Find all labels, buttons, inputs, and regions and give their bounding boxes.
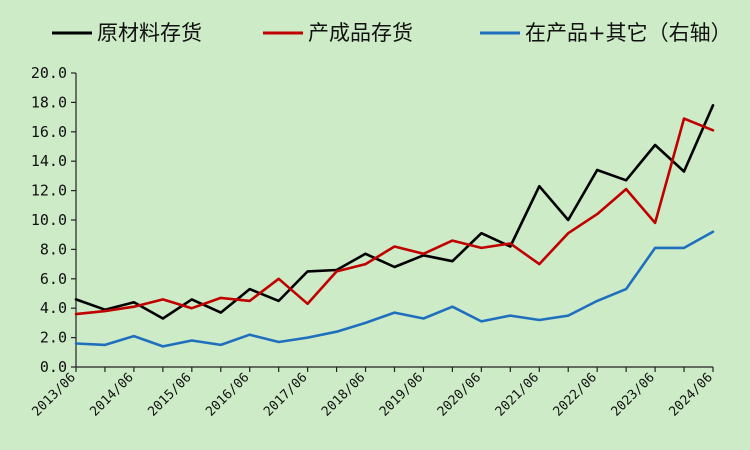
series-line-1 — [74, 104, 715, 320]
y-tick-label: 20.0 — [31, 64, 67, 82]
x-tick-label: 2017/06 — [261, 370, 310, 419]
y-tick-label: 6.0 — [40, 270, 67, 288]
x-tick-label: 2022/06 — [551, 370, 600, 419]
legend-label-1: 原材料存货 — [97, 21, 202, 45]
series-line-3 — [74, 230, 715, 348]
series-layer — [74, 104, 715, 348]
legend: 原材料存货 产成品存货 在产品+其它（右轴） — [52, 21, 732, 45]
y-tick-label: 10.0 — [31, 211, 67, 229]
y-tick-label: 2.0 — [40, 329, 67, 347]
y-tick-label: 16.0 — [31, 123, 67, 141]
legend-label-2: 产成品存货 — [308, 21, 413, 45]
x-tick-label: 2019/06 — [377, 370, 426, 419]
y-tick-label: 8.0 — [40, 240, 67, 258]
y-tick-label: 14.0 — [31, 152, 67, 170]
x-tick-label: 2015/06 — [145, 370, 194, 419]
legend-label-3: 在产品+其它（右轴） — [525, 21, 732, 45]
x-tick-label: 2024/06 — [666, 370, 715, 419]
y-tick-label: 4.0 — [40, 299, 67, 317]
y-tick-label: 18.0 — [31, 93, 67, 111]
y-axis: 0.0 2.0 4.0 6.0 8.0 10.0 12.0 14.0 16.0 18.0 20.0 — [31, 64, 77, 376]
x-axis: 2013/06 2014/06 2015/06 2016/06 2017/06 2018/… — [29, 366, 716, 420]
x-tick-label: 2020/06 — [435, 370, 484, 419]
y-tick-label: 12.0 — [31, 182, 67, 200]
x-tick-label: 2023/06 — [609, 370, 658, 419]
x-tick-label: 2013/06 — [29, 370, 78, 419]
x-tick-label: 2016/06 — [203, 370, 252, 419]
series-line-2 — [74, 117, 715, 316]
y-tick-label: 0.0 — [40, 358, 67, 376]
x-tick-label: 2014/06 — [87, 370, 136, 419]
x-tick-label: 2018/06 — [319, 370, 368, 419]
x-tick-label: 2021/06 — [493, 370, 542, 419]
